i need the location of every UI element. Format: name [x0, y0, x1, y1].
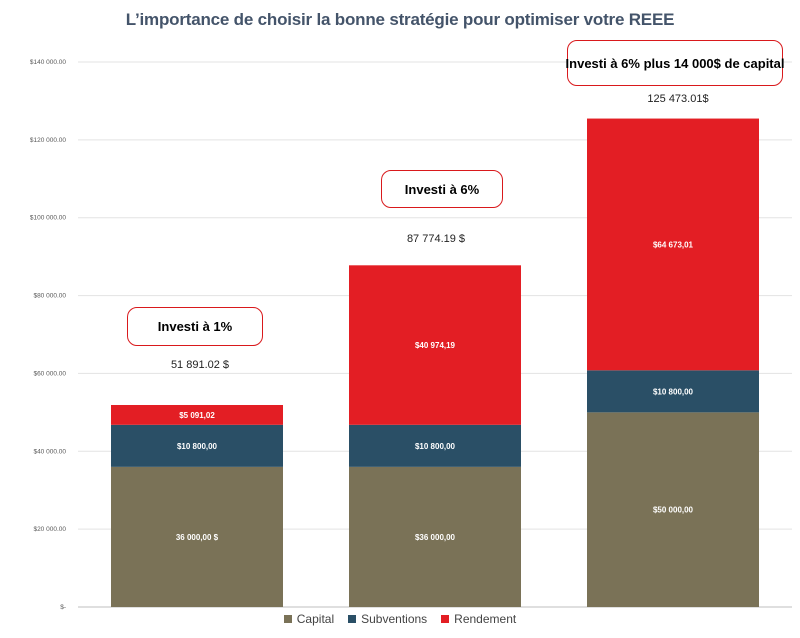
y-tick-label: $140 000.00 — [30, 59, 67, 66]
callout-scenario-3: Investi à 6% plus 14 000$ de capital — [566, 40, 784, 86]
bar-data-label: 36 000,00 $ — [176, 533, 219, 542]
y-tick-label: $120 000.00 — [30, 137, 67, 144]
legend-swatch-rendement — [441, 615, 450, 623]
legend-item-rendement: Rendement — [441, 612, 516, 626]
bar-segment-capital — [587, 412, 759, 607]
total-label-1: 51 891.02 $ — [170, 359, 230, 371]
bar-data-label: $10 800,00 — [653, 387, 694, 396]
legend-item-capital: Capital — [283, 612, 335, 626]
total-label-2: 87 774.19 $ — [406, 233, 466, 245]
legend-label-subventions: Subventions — [361, 612, 428, 626]
legend-label-rendement: Rendement — [454, 612, 517, 626]
bar-data-label: $50 000,00 — [653, 506, 694, 515]
bar-data-label: $36 000,00 — [415, 533, 456, 542]
bar-segment-subventions — [349, 424, 521, 467]
bar-segment-capital — [349, 466, 521, 607]
bar-segment-subventions — [587, 370, 759, 413]
callout-scenario-2: Investi à 6% — [381, 170, 503, 208]
y-tick-label: $- — [60, 604, 66, 611]
y-tick-label: $20 000.00 — [33, 526, 66, 533]
bar-segment-rendement — [111, 404, 283, 425]
y-tick-label: $80 000.00 — [33, 293, 66, 300]
bar-segment-subventions — [111, 424, 283, 467]
legend-label-capital: Capital — [296, 612, 335, 626]
y-tick-label: $100 000.00 — [30, 215, 67, 222]
bar-segment-rendement — [349, 265, 521, 425]
bar-data-label: $5 091,02 — [179, 411, 215, 420]
bar-data-label: $40 974,19 — [415, 341, 456, 350]
bar-data-label: $10 800,00 — [415, 442, 456, 451]
chart-title: L’importance de choisir la bonne stratég… — [125, 10, 675, 29]
bar-segment-rendement — [587, 118, 759, 371]
bar-data-label: $64 673,01 — [653, 240, 694, 249]
legend-item-subventions: Subventions — [348, 612, 427, 626]
y-tick-label: $40 000.00 — [33, 448, 66, 455]
legend-swatch-subventions — [348, 615, 357, 623]
bar-segment-capital — [111, 466, 283, 607]
y-tick-label: $60 000.00 — [33, 370, 66, 377]
legend: Capital Subventions Rendement — [0, 612, 800, 626]
total-label-3: 125 473.01$ — [647, 93, 709, 105]
bar-data-label: $10 800,00 — [177, 442, 218, 451]
legend-swatch-capital — [283, 615, 292, 623]
callout-scenario-1: Investi à 1% — [127, 307, 263, 346]
